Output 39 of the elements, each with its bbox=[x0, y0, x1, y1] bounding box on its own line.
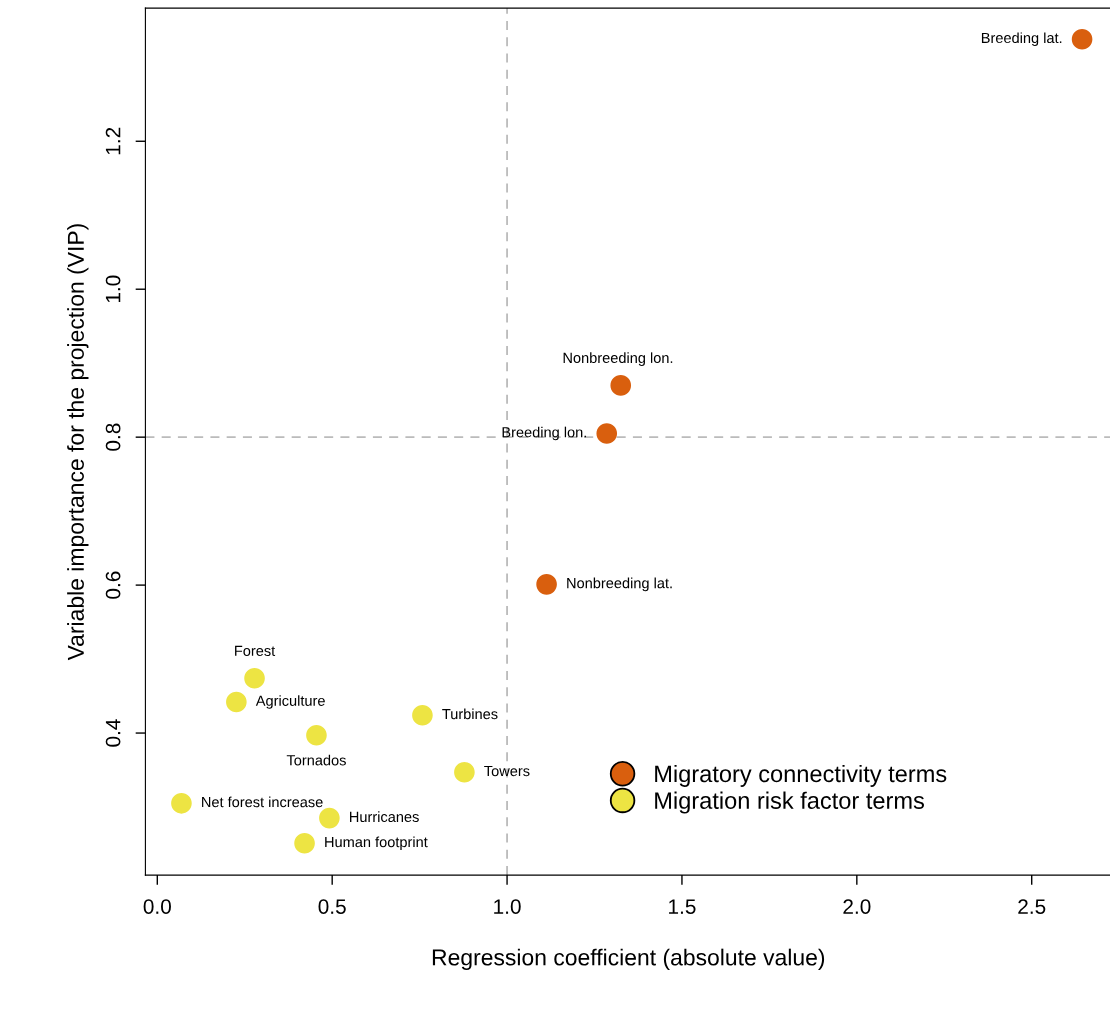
annotation: Agriculture bbox=[255, 695, 325, 709]
annotation: Towers bbox=[484, 766, 530, 777]
annotation: Nonbreeding lon. bbox=[563, 352, 673, 366]
point bbox=[412, 705, 433, 726]
y-tick-label: 0.4 bbox=[105, 719, 121, 747]
annotation: Tornados bbox=[286, 754, 346, 766]
y-tick-label: 0.8 bbox=[105, 423, 121, 451]
point bbox=[536, 574, 557, 595]
annotation: Nonbreeding lat. bbox=[567, 577, 672, 592]
point bbox=[610, 375, 632, 396]
annotation: Forest bbox=[235, 645, 276, 656]
x-tick-label: 2.5 bbox=[1018, 899, 1046, 914]
x-tick-label: 1.0 bbox=[494, 899, 521, 914]
annotation: Hurricanes bbox=[350, 811, 419, 823]
point bbox=[244, 668, 265, 689]
point bbox=[226, 691, 247, 713]
y-tick-label: 0.6 bbox=[105, 571, 121, 599]
point bbox=[294, 832, 315, 854]
x-tick-label: 0.0 bbox=[143, 899, 171, 914]
y-tick-label: 1.0 bbox=[105, 275, 121, 303]
point bbox=[171, 793, 192, 814]
annotation: Breeding lon. bbox=[502, 426, 586, 441]
x-tick-label: 1.5 bbox=[669, 899, 696, 914]
legend-label: Migratory connectivity terms bbox=[655, 764, 947, 787]
annotation: Human footprint bbox=[325, 836, 428, 851]
annotation: Net forest increase bbox=[202, 796, 323, 808]
x-tick-label: 2.0 bbox=[843, 899, 871, 914]
point bbox=[596, 423, 618, 444]
legend-label: Migration risk factor terms bbox=[655, 791, 924, 814]
x-tick-label: 0.5 bbox=[318, 899, 346, 914]
point bbox=[1071, 28, 1093, 50]
point bbox=[306, 724, 327, 746]
y-axis-title: Variable importance for the projection (VIP) bbox=[67, 224, 89, 661]
point bbox=[454, 761, 475, 783]
point bbox=[319, 807, 340, 829]
y-tick-label: 1.2 bbox=[105, 127, 121, 155]
x-axis-title: Regression coefficient (absolute value) bbox=[432, 948, 825, 971]
annotation: Breeding lat. bbox=[981, 32, 1062, 46]
annotation: Turbines bbox=[442, 708, 498, 720]
